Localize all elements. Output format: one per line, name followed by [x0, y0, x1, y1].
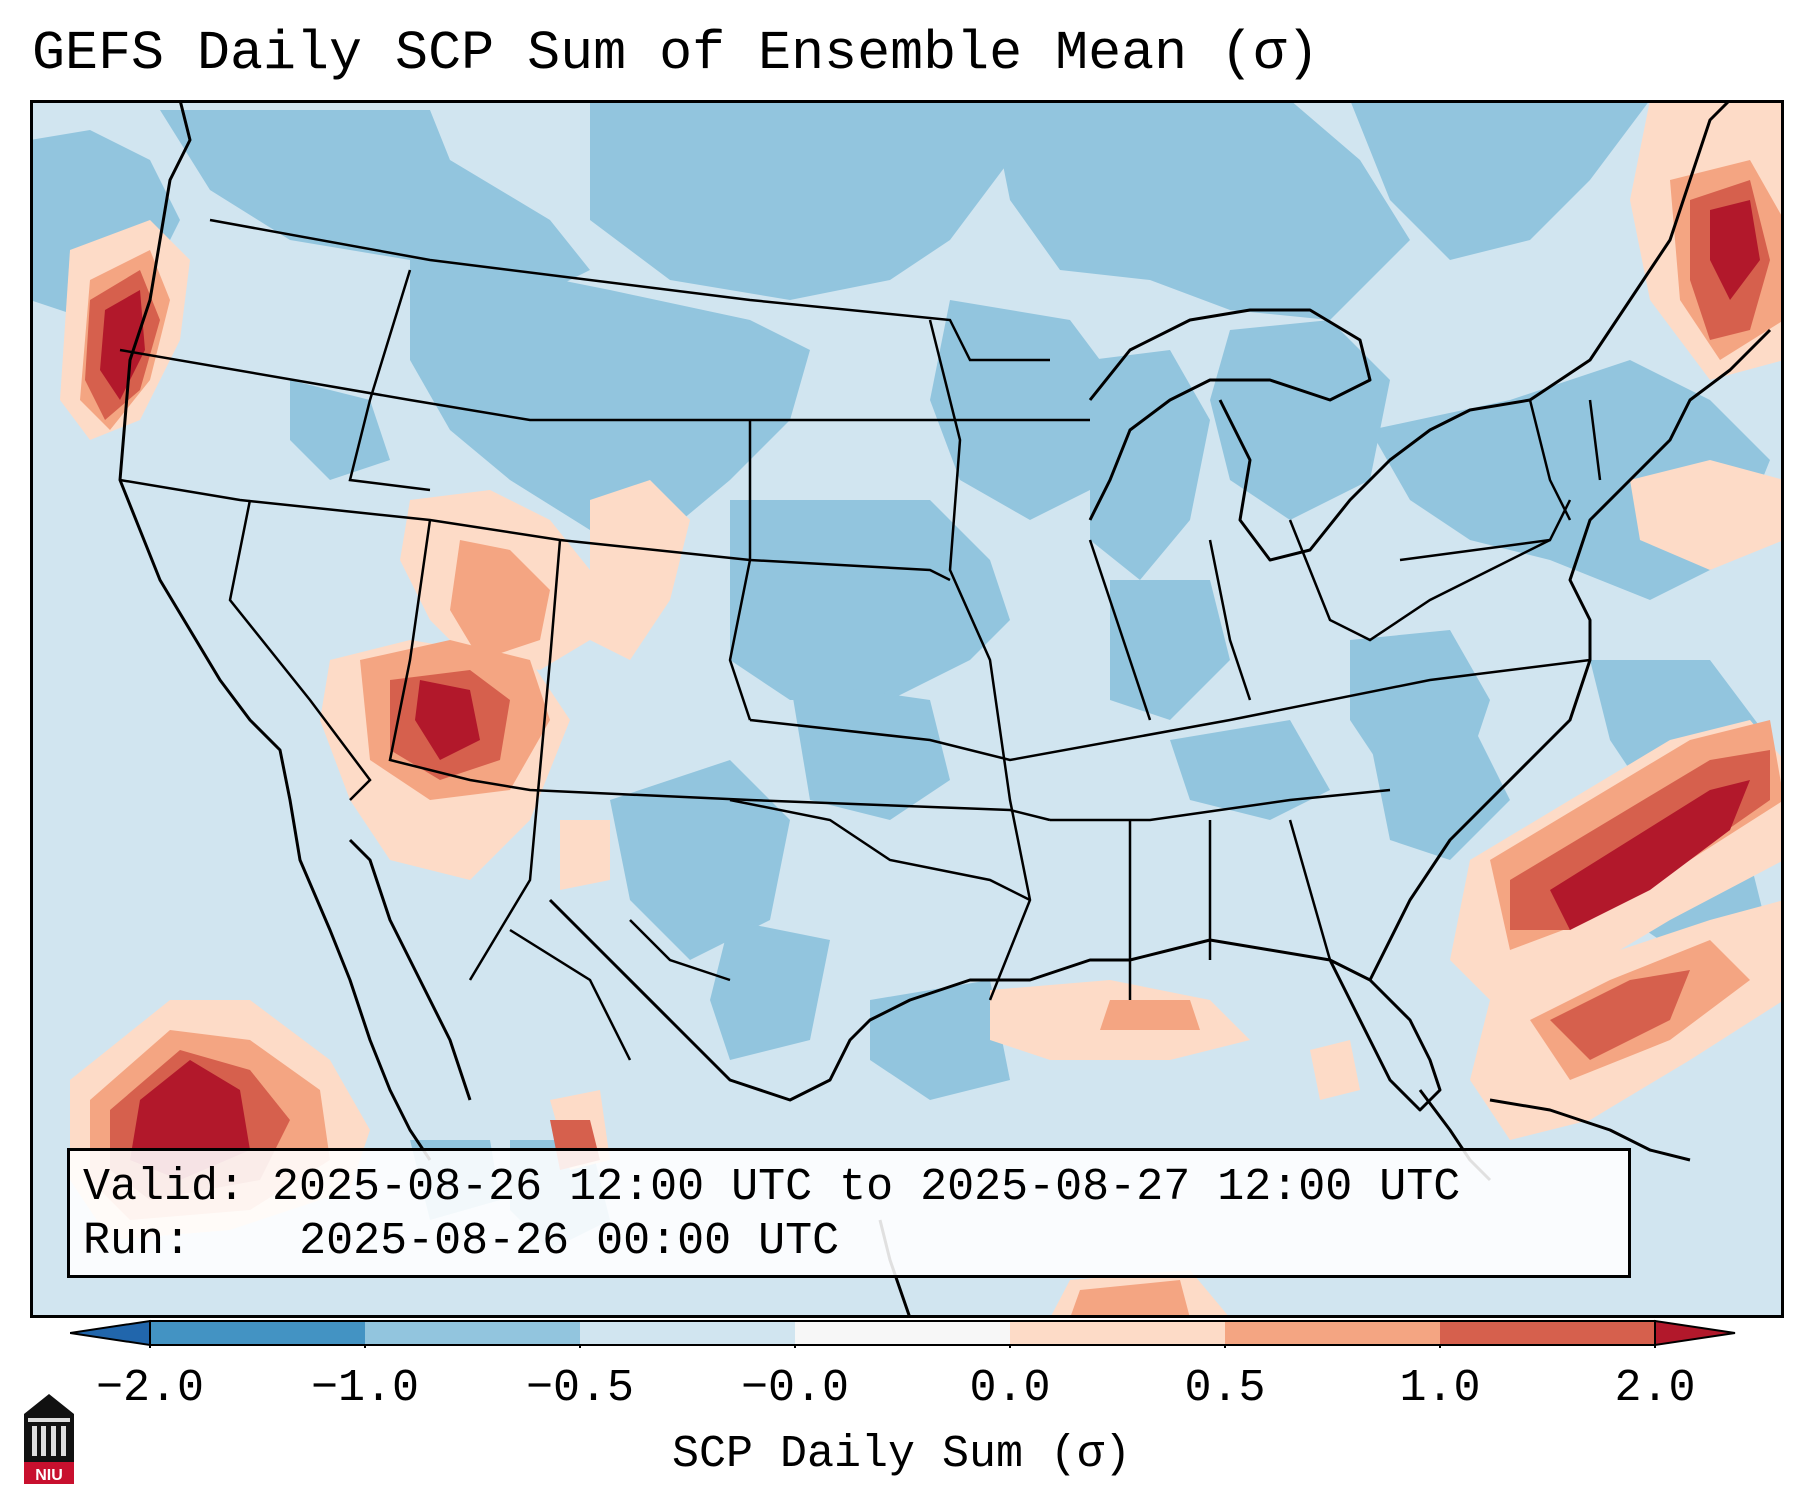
- niu-logo-text: NIU: [35, 1467, 63, 1484]
- colorbar-tick-label: 0.5: [1184, 1363, 1266, 1414]
- colorbar-tick-label: 2.0: [1614, 1363, 1696, 1414]
- colorbar-bin-1: [150, 1321, 365, 1345]
- state-borders: [119, 218, 1602, 1061]
- colorbar-extend-low: [70, 1319, 151, 1347]
- colorbar-tick-label: −0.0: [740, 1363, 850, 1414]
- valid-row: Valid: 2025-08-26 12:00 UTC to 2025-08-2…: [83, 1161, 1460, 1215]
- colorbar-bin-4: [795, 1321, 1010, 1345]
- valid-time-box: Valid: 2025-08-26 12:00 UTC to 2025-08-2…: [67, 1148, 1631, 1278]
- run-value: 2025-08-26 00:00 UTC: [299, 1216, 840, 1267]
- colorbar: [70, 1319, 1736, 1348]
- valid-value: 2025-08-26 12:00 UTC to 2025-08-27 12:00…: [272, 1162, 1461, 1213]
- colorbar-extend-high: [1654, 1319, 1736, 1347]
- colorbar-frame: [149, 1320, 1656, 1346]
- coastline: [118, 100, 1772, 1318]
- scp-map: [30, 100, 1784, 1318]
- colorbar-ticks: [149, 1345, 1656, 1348]
- valid-label: Valid:: [83, 1162, 246, 1213]
- map-frame: [30, 100, 1784, 1318]
- colorbar-bin-6: [1225, 1321, 1440, 1345]
- niu-building-icon: [24, 1394, 74, 1484]
- colorbar-bin-5: [1010, 1321, 1225, 1345]
- colorbar-bin-7: [1440, 1321, 1655, 1345]
- colorbar-bin-3: [580, 1321, 795, 1345]
- colorbar-tick-label: −0.5: [525, 1363, 635, 1414]
- colorbar-bin-2: [365, 1321, 580, 1345]
- colorbar-tick-label: 0.0: [969, 1363, 1051, 1414]
- run-label: Run:: [83, 1216, 192, 1267]
- run-row: Run: 2025-08-26 00:00 UTC: [83, 1215, 839, 1269]
- colorbar-label: SCP Daily Sum (σ): [671, 1429, 1132, 1480]
- niu-logo: NIU: [24, 1394, 74, 1484]
- chart-title: GEFS Daily SCP Sum of Ensemble Mean (σ): [32, 22, 1320, 85]
- colorbar-tick-label: 1.0: [1399, 1363, 1481, 1414]
- colorbar-tick-label: −2.0: [95, 1363, 205, 1414]
- colorbar-tick-label: −1.0: [310, 1363, 420, 1414]
